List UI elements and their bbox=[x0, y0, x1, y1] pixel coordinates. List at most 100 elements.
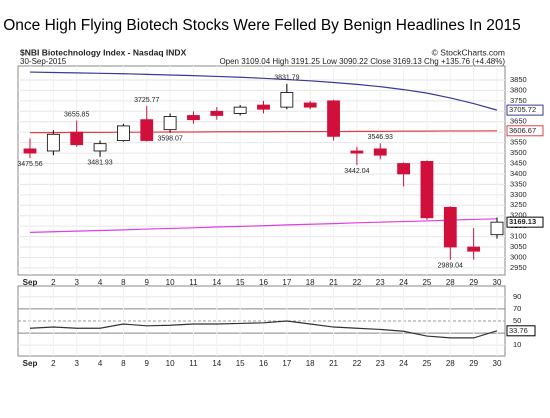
moving-average-line bbox=[30, 130, 498, 134]
x-tick-label: 2 bbox=[51, 278, 56, 287]
y-tick-label: 3350 bbox=[510, 179, 527, 188]
x-tick-label: 18 bbox=[306, 359, 315, 368]
x-tick-label: 10 bbox=[166, 278, 175, 287]
x-tick-label: 29 bbox=[469, 359, 478, 368]
x-tick-label: 14 bbox=[212, 359, 221, 368]
y-tick-label: 2950 bbox=[510, 263, 527, 272]
x-tick-label: 17 bbox=[282, 278, 291, 287]
candle-body bbox=[280, 92, 294, 108]
x-tick-label: 22 bbox=[352, 359, 361, 368]
source: © StockCharts.com bbox=[432, 47, 505, 57]
x-tick-label: Sep bbox=[23, 278, 38, 287]
value-tag-label: 3705.72 bbox=[509, 105, 536, 114]
candle-body bbox=[490, 221, 504, 236]
data-label: 2989.04 bbox=[438, 263, 463, 270]
x-tick-label: 3 bbox=[74, 278, 79, 287]
x-tick-label: 2 bbox=[51, 359, 56, 368]
x-tick-label: 4 bbox=[98, 359, 103, 368]
value-tag bbox=[506, 325, 536, 337]
x-tick-label: 25 bbox=[422, 278, 431, 287]
value-tag-label: 3606.67 bbox=[509, 126, 536, 135]
data-label: 3598.07 bbox=[157, 135, 182, 142]
candle-body bbox=[117, 125, 130, 141]
candle-body bbox=[467, 246, 481, 252]
x-tick-label: 11 bbox=[189, 359, 198, 368]
data-label: 3442.04 bbox=[344, 168, 369, 175]
chart-title: Once High Flying Biotech Stocks Were Fel… bbox=[3, 17, 521, 34]
y-tick-label: 3550 bbox=[510, 138, 527, 147]
y-tick-label: 3300 bbox=[510, 190, 527, 199]
moving-average-line bbox=[29, 218, 498, 234]
x-tick-label: 29 bbox=[469, 278, 478, 287]
x-tick-label: 15 bbox=[236, 359, 245, 368]
rsi-line bbox=[29, 320, 498, 339]
candle-body bbox=[327, 100, 340, 137]
candle-body bbox=[303, 102, 317, 108]
data-label: 3481.93 bbox=[87, 160, 112, 167]
candle-body bbox=[420, 161, 434, 219]
y-tick-label: 10 bbox=[513, 340, 521, 349]
value-tag bbox=[506, 104, 544, 116]
x-tick-label: 18 bbox=[306, 278, 315, 287]
x-tick-label: 11 bbox=[189, 278, 198, 287]
candle-body bbox=[210, 110, 224, 116]
candle-body bbox=[187, 115, 200, 121]
x-tick-label: 8 bbox=[121, 278, 126, 287]
x-tick-label: 15 bbox=[236, 278, 245, 287]
x-tick-label: 21 bbox=[329, 359, 338, 368]
x-tick-label: 16 bbox=[259, 278, 268, 287]
candle-body bbox=[257, 104, 270, 110]
value-tag bbox=[506, 125, 544, 137]
data-label: 3655.85 bbox=[64, 111, 89, 118]
x-tick-label: 8 bbox=[121, 359, 126, 368]
y-tick-label: 3500 bbox=[510, 148, 527, 157]
x-tick-label: 21 bbox=[329, 278, 338, 287]
x-tick-label: 9 bbox=[145, 278, 150, 287]
x-tick-label: 22 bbox=[352, 278, 361, 287]
x-tick-label: 10 bbox=[166, 359, 175, 368]
data-label: 3546.93 bbox=[368, 134, 393, 141]
value-tag-label: 33.76 bbox=[509, 326, 528, 335]
symbol-line: $NBI Biotechnology Index - Nasdaq INDX bbox=[20, 47, 187, 57]
candle-body bbox=[93, 143, 107, 152]
candle-body bbox=[23, 148, 37, 154]
y-tick-label: 3250 bbox=[510, 200, 527, 209]
candle-body bbox=[233, 106, 247, 114]
y-tick-label: 90 bbox=[513, 292, 521, 301]
value-tag bbox=[506, 216, 544, 228]
x-tick-label: 25 bbox=[422, 359, 431, 368]
moving-average-line bbox=[29, 71, 498, 111]
data-label: 3831.79 bbox=[274, 75, 299, 82]
value-tag-label: 3169.13 bbox=[509, 217, 536, 226]
candle-body bbox=[373, 148, 387, 156]
data-label: 3725.77 bbox=[134, 97, 159, 104]
candle-body bbox=[397, 163, 411, 175]
candle-body bbox=[350, 150, 364, 154]
ohlc-line: Open 3109.04 High 3191.25 Low 3090.22 Cl… bbox=[219, 57, 505, 66]
candle-body bbox=[46, 133, 60, 152]
x-tick-label: 23 bbox=[376, 278, 385, 287]
y-tick-label: 70 bbox=[513, 304, 521, 313]
y-tick-label: 3750 bbox=[510, 96, 527, 105]
x-tick-label: 16 bbox=[259, 359, 268, 368]
x-tick-label: 14 bbox=[212, 278, 221, 287]
x-tick-label: 28 bbox=[446, 278, 455, 287]
x-tick-label: 23 bbox=[376, 359, 385, 368]
x-tick-label: 30 bbox=[493, 359, 502, 368]
x-tick-label: 3 bbox=[74, 359, 79, 368]
y-tick-label: 3850 bbox=[510, 75, 527, 84]
y-tick-label: 3800 bbox=[510, 85, 527, 94]
x-tick-label: 17 bbox=[282, 359, 291, 368]
data-label: 3475.56 bbox=[17, 161, 42, 168]
y-tick-label: 3100 bbox=[510, 232, 527, 241]
y-tick-label: 3650 bbox=[510, 117, 527, 126]
x-tick-label: 28 bbox=[446, 359, 455, 368]
candle-body bbox=[140, 119, 154, 141]
y-tick-label: 3000 bbox=[510, 252, 527, 261]
x-tick-label: 24 bbox=[399, 359, 408, 368]
candle-body bbox=[163, 116, 177, 131]
y-tick-label: 3200 bbox=[510, 211, 527, 220]
price-panel bbox=[17, 65, 506, 276]
